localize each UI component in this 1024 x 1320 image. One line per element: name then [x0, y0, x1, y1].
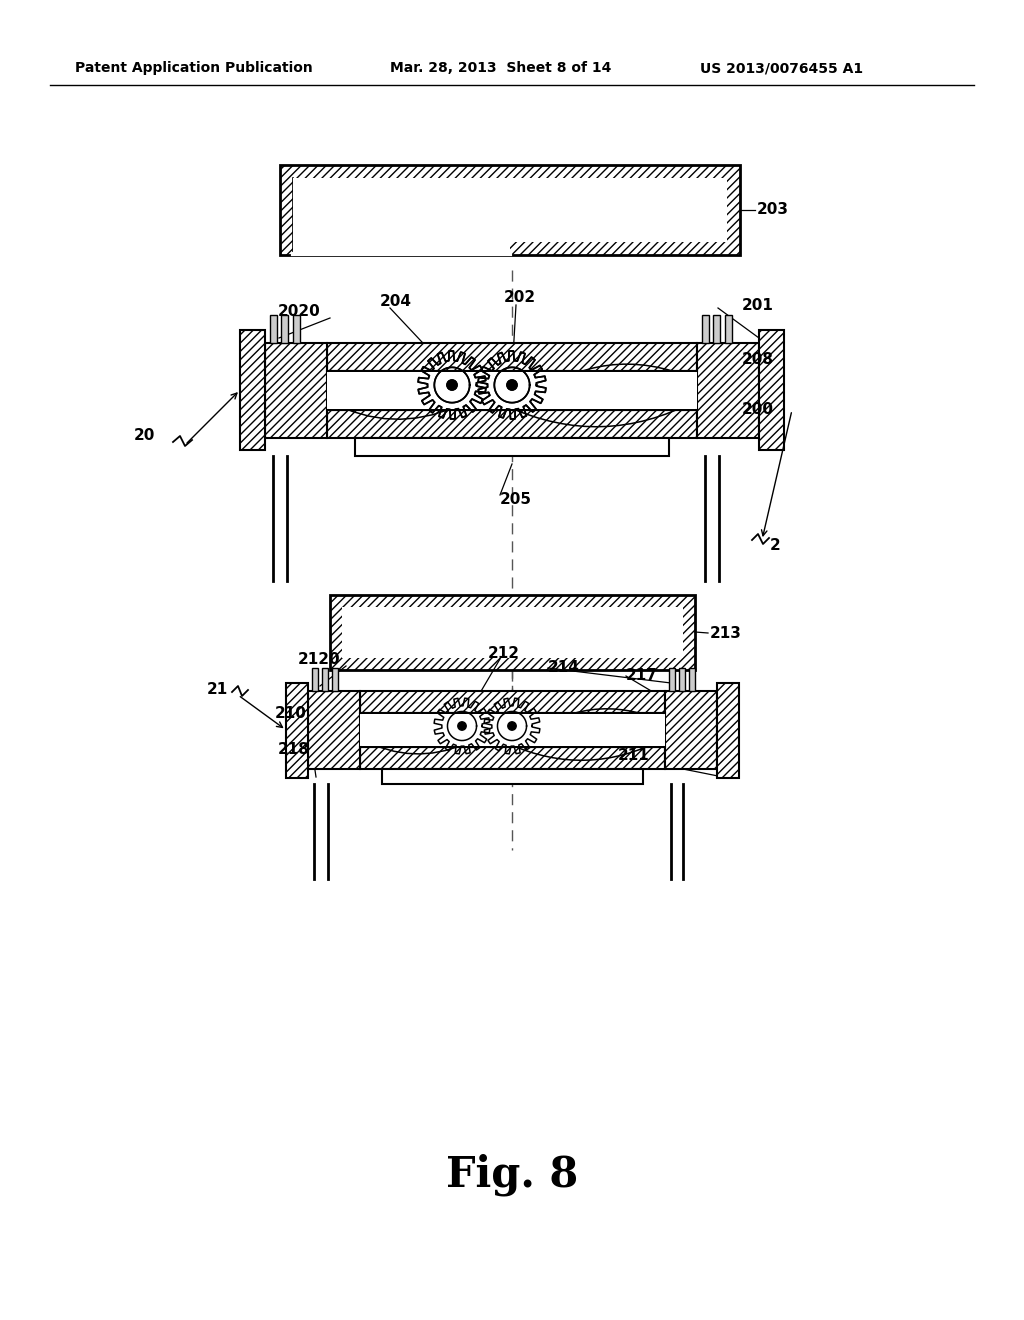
Bar — [308, 690, 360, 770]
Bar — [360, 713, 665, 747]
Circle shape — [458, 722, 466, 730]
Text: Fig. 8: Fig. 8 — [445, 1154, 579, 1196]
Text: 213: 213 — [710, 626, 741, 640]
Bar — [280, 165, 740, 255]
Bar — [330, 595, 695, 671]
Text: 202: 202 — [504, 290, 537, 305]
Bar — [362, 714, 663, 746]
Text: 204: 204 — [380, 294, 412, 309]
Bar — [327, 343, 697, 371]
Bar — [360, 690, 665, 713]
Bar — [327, 411, 697, 438]
Circle shape — [507, 380, 517, 391]
Bar — [360, 747, 665, 770]
Bar — [665, 690, 717, 770]
Text: 212: 212 — [488, 645, 520, 660]
Bar — [342, 607, 683, 657]
Bar — [332, 668, 338, 690]
Bar — [717, 682, 739, 777]
Bar — [270, 315, 278, 343]
Text: 200: 200 — [742, 403, 774, 417]
Bar — [265, 343, 327, 438]
Bar — [327, 371, 697, 411]
Bar — [240, 330, 265, 450]
Bar — [265, 343, 327, 438]
Bar — [280, 165, 740, 255]
Circle shape — [507, 380, 517, 391]
Text: 2: 2 — [770, 537, 780, 553]
Text: 2020: 2020 — [278, 305, 321, 319]
Text: 201: 201 — [742, 297, 774, 313]
Bar — [360, 747, 665, 770]
Bar — [330, 595, 695, 671]
Text: 211: 211 — [618, 748, 650, 763]
Circle shape — [446, 380, 457, 391]
Text: 21: 21 — [207, 682, 228, 697]
Bar — [702, 315, 709, 343]
Bar — [679, 668, 685, 690]
Bar — [665, 690, 717, 770]
Bar — [286, 682, 308, 777]
Text: 208: 208 — [742, 352, 774, 367]
Bar — [308, 690, 360, 770]
Text: 214: 214 — [548, 660, 580, 676]
Text: 203: 203 — [757, 202, 790, 218]
Bar — [293, 315, 300, 343]
Text: 217: 217 — [626, 668, 657, 684]
Bar — [327, 411, 697, 438]
Bar — [240, 330, 265, 450]
Bar — [697, 343, 759, 438]
Circle shape — [446, 380, 457, 391]
Bar — [360, 690, 665, 713]
Text: Mar. 28, 2013  Sheet 8 of 14: Mar. 28, 2013 Sheet 8 of 14 — [390, 61, 611, 75]
Bar — [697, 343, 759, 438]
Bar — [293, 178, 727, 242]
Bar — [669, 668, 675, 690]
Bar — [293, 242, 510, 255]
Bar — [281, 315, 288, 343]
Bar — [689, 668, 695, 690]
Text: 20: 20 — [133, 428, 155, 442]
Bar — [312, 668, 318, 690]
Bar — [355, 438, 669, 455]
Bar — [327, 343, 697, 371]
Text: 218: 218 — [278, 742, 310, 758]
Text: 2120: 2120 — [298, 652, 341, 668]
Text: US 2013/0076455 A1: US 2013/0076455 A1 — [700, 61, 863, 75]
Text: Patent Application Publication: Patent Application Publication — [75, 61, 312, 75]
Bar — [322, 668, 328, 690]
Bar — [713, 315, 720, 343]
Text: 205: 205 — [500, 492, 532, 507]
Bar — [382, 770, 643, 784]
Circle shape — [508, 722, 516, 730]
Bar — [717, 682, 739, 777]
Bar — [725, 315, 732, 343]
Bar — [286, 682, 308, 777]
Bar — [759, 330, 784, 450]
Text: 210: 210 — [275, 706, 307, 722]
Bar — [329, 372, 695, 409]
Bar — [759, 330, 784, 450]
